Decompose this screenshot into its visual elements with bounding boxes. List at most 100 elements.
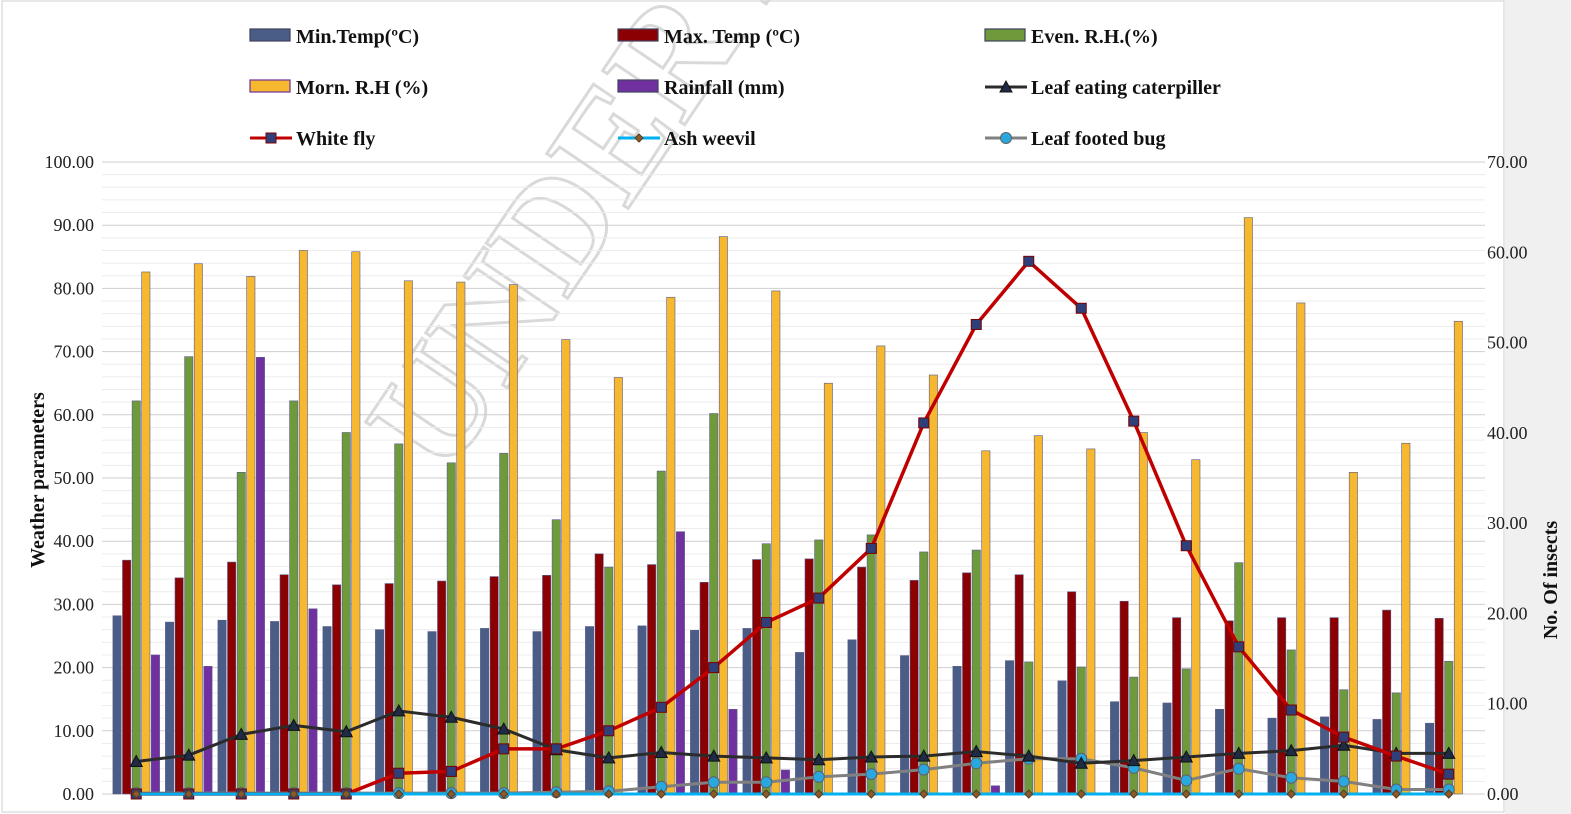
line-marker xyxy=(759,750,774,764)
y2-tick-label: 60.00 xyxy=(1487,242,1528,262)
line-marker xyxy=(865,542,877,554)
line-marker xyxy=(341,789,351,799)
line-marker xyxy=(999,79,1013,93)
bar xyxy=(542,575,552,795)
bar xyxy=(690,630,700,795)
y-tick-label: 30.00 xyxy=(54,594,95,614)
bar xyxy=(298,250,308,795)
line-marker xyxy=(1181,789,1191,799)
legend-label: Even. R.H.(%) xyxy=(1031,26,1158,48)
bar xyxy=(876,345,886,795)
axes: 0.00 10.00 20.00 30.00 40.00 50.00 60.00 70.00 8… xyxy=(45,152,1528,804)
legend-swatch xyxy=(617,79,659,93)
legend-label: Ash weevil xyxy=(664,128,756,150)
bar xyxy=(131,400,141,795)
bar xyxy=(508,284,518,795)
y2-tick-label: 0.00 xyxy=(1487,784,1519,804)
line-marker xyxy=(760,616,772,628)
line-marker xyxy=(1023,255,1035,267)
line-marker xyxy=(496,721,511,735)
line-marker xyxy=(707,776,720,789)
line-marker xyxy=(129,754,144,767)
bar xyxy=(322,626,332,795)
y2-tick-label: 50.00 xyxy=(1487,333,1528,353)
bar xyxy=(270,621,279,795)
bar xyxy=(255,356,265,795)
y-tick-label: 10.00 xyxy=(54,721,95,741)
bar xyxy=(1425,722,1435,795)
bar xyxy=(666,296,676,795)
bar xyxy=(427,631,437,795)
bar xyxy=(289,400,299,795)
bar-series-min-temp-c xyxy=(112,615,1435,795)
bar xyxy=(384,583,394,795)
bar-series-morn-r-h xyxy=(141,217,1463,795)
bar xyxy=(1329,617,1339,795)
bar xyxy=(847,639,857,795)
plot-border xyxy=(1,0,1505,813)
y-tick-label: 100.00 xyxy=(45,152,95,172)
bar xyxy=(1277,617,1287,795)
bar xyxy=(561,339,571,795)
bar xyxy=(1382,609,1392,795)
line-marker xyxy=(1180,774,1193,787)
bar xyxy=(981,450,991,795)
bar xyxy=(403,280,413,795)
line-marker xyxy=(265,132,277,144)
bar xyxy=(308,608,318,795)
line-marker xyxy=(1338,731,1350,743)
y-tick-label: 80.00 xyxy=(54,278,95,298)
line-marker xyxy=(864,749,879,763)
legend-item: Max. Temp (ºC) xyxy=(617,26,800,48)
line-marker xyxy=(1336,738,1351,751)
y2-tick-label: 70.00 xyxy=(1487,152,1528,172)
legend-label: White fly xyxy=(296,128,375,150)
line-series-group xyxy=(129,255,1456,800)
bar xyxy=(1086,448,1096,795)
bar xyxy=(341,432,351,795)
bar xyxy=(1215,709,1225,795)
bar xyxy=(532,631,542,795)
bar xyxy=(394,443,404,795)
bar xyxy=(952,666,962,795)
line-marker xyxy=(339,724,354,738)
line-marker xyxy=(812,770,825,783)
line-series-leaf-eating-caterpiller xyxy=(129,703,1456,769)
line-marker xyxy=(498,743,510,755)
line-marker xyxy=(394,789,404,799)
bar xyxy=(437,580,447,795)
line-marker xyxy=(634,133,644,143)
legend: Min.Temp(ºC) Max. Temp (ºC) Even. R.H.(%) M… xyxy=(249,26,1221,150)
line-marker xyxy=(918,417,930,429)
legend-label: Max. Temp (ºC) xyxy=(664,26,800,48)
line-marker xyxy=(654,745,669,758)
bar xyxy=(709,413,719,795)
bar-series-even-r-h xyxy=(131,356,1454,795)
line-marker xyxy=(184,789,194,799)
line-marker xyxy=(604,789,614,799)
legend-label: Min.Temp(ºC) xyxy=(296,26,419,48)
line-series-ash-weevil xyxy=(131,789,1454,799)
bar xyxy=(928,374,938,795)
line-marker xyxy=(970,757,983,770)
line-marker xyxy=(1444,789,1454,799)
line-marker xyxy=(706,749,721,762)
y-tick-label: 20.00 xyxy=(54,658,95,678)
bar xyxy=(962,572,972,795)
line-marker xyxy=(1390,750,1402,762)
bar xyxy=(1005,660,1015,795)
line-marker xyxy=(917,763,930,776)
y-tick-label: 50.00 xyxy=(54,468,95,488)
bar xyxy=(1076,666,1086,795)
line-marker xyxy=(1126,753,1141,767)
line-marker xyxy=(1339,789,1349,799)
line-marker xyxy=(181,748,196,761)
bar xyxy=(699,581,709,795)
legend-swatch xyxy=(249,79,291,93)
bar xyxy=(193,263,203,795)
y-tick-label: 90.00 xyxy=(54,215,95,235)
legend-swatch xyxy=(249,28,291,42)
line-marker xyxy=(234,727,249,740)
line-marker xyxy=(1284,743,1299,757)
legend-item: Rainfall (mm) xyxy=(617,77,785,99)
